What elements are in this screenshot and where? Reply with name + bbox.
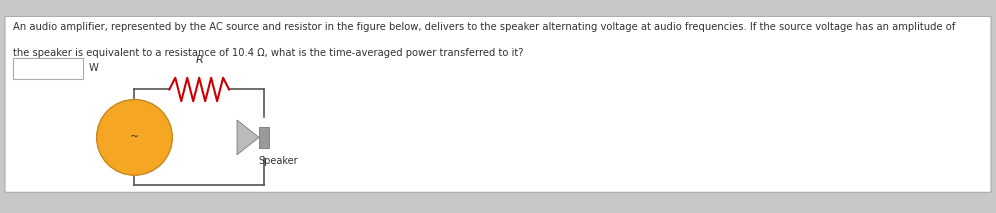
FancyBboxPatch shape bbox=[259, 127, 269, 148]
Polygon shape bbox=[237, 120, 259, 155]
Text: An audio amplifier, represented by the AC source and resistor in the figure belo: An audio amplifier, represented by the A… bbox=[13, 22, 958, 32]
Ellipse shape bbox=[97, 99, 172, 175]
FancyBboxPatch shape bbox=[5, 16, 991, 192]
FancyBboxPatch shape bbox=[13, 58, 83, 79]
Text: W: W bbox=[89, 63, 99, 73]
Text: Speaker: Speaker bbox=[258, 156, 298, 166]
Text: the speaker is equivalent to a resistance of 10.4 Ω, what is the time-averaged p: the speaker is equivalent to a resistanc… bbox=[13, 48, 524, 58]
Text: ~: ~ bbox=[129, 132, 139, 142]
Text: R: R bbox=[195, 55, 203, 65]
